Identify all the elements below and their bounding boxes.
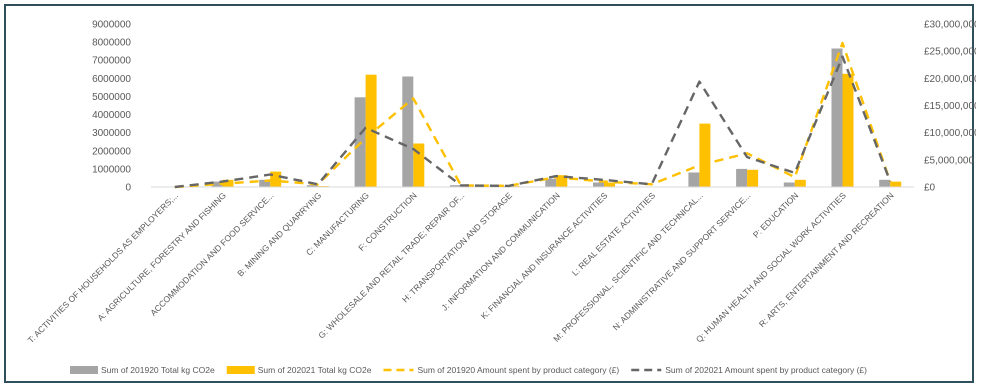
bar <box>593 182 604 187</box>
x-category-label: L: REAL ESTATE ACTIVITIES <box>570 190 658 278</box>
legend-label: Sum of 202021 Amount spent by product ca… <box>665 365 867 375</box>
bar <box>259 179 271 187</box>
bar <box>604 182 615 187</box>
legend-swatch <box>226 366 255 374</box>
legend-label: Sum of 202021 Total kg CO2e <box>258 365 372 375</box>
y-right-tick-label: £15,000,000 <box>924 101 976 112</box>
y-right-tick-label: £5,000,000 <box>924 155 974 166</box>
y-right-tick-label: £30,000,000 <box>924 20 976 31</box>
legend-swatch <box>70 366 98 374</box>
y-left-tick-label: 1000000 <box>92 164 131 175</box>
y-left-tick-label: 2000000 <box>92 146 131 157</box>
y-right-tick-label: £0 <box>924 183 936 194</box>
legend-label: Sum of 201920 Total kg CO2e <box>101 365 215 375</box>
y-right-tick-label: £25,000,000 <box>924 47 976 58</box>
x-category-label: B: MINING AND QUARRYING <box>235 190 323 278</box>
chart-frame: 0 1000000 2000000 3000000 4000000 5000000 6000… <box>4 4 976 383</box>
bar <box>402 76 414 187</box>
bar <box>879 179 891 187</box>
x-category-label: P: EDUCATION <box>751 190 800 239</box>
y-left-tick-label: 7000000 <box>92 56 131 67</box>
bar <box>688 172 700 187</box>
y-left-tick-label: 6000000 <box>92 74 131 85</box>
bar <box>556 175 568 187</box>
y-left-tick-label: 3000000 <box>92 128 131 139</box>
y-left-tick-label: 8000000 <box>92 38 131 49</box>
bar <box>736 168 748 187</box>
bar <box>890 181 902 187</box>
series-line <box>174 55 892 189</box>
y-left-tick-label: 5000000 <box>92 92 131 103</box>
bar <box>783 182 795 187</box>
bar <box>306 185 318 187</box>
bar <box>270 171 282 187</box>
y-right-tick-label: £10,000,000 <box>924 128 976 139</box>
bar <box>842 73 854 187</box>
bar <box>831 48 843 187</box>
bar <box>545 178 557 187</box>
bar <box>211 181 223 187</box>
bar <box>699 123 711 187</box>
y-left-tick-label: 9000000 <box>92 20 131 31</box>
bar <box>450 185 461 187</box>
y-right-tick-label: £20,000,000 <box>924 74 976 85</box>
bar <box>413 143 425 187</box>
y-left-tick-label: 4000000 <box>92 110 131 121</box>
y-left-tick-label: 0 <box>125 183 131 194</box>
combo-chart: 0 1000000 2000000 3000000 4000000 5000000 6000… <box>26 20 976 376</box>
legend-label: Sum of 201920 Amount spent by product ca… <box>417 365 619 375</box>
bar <box>794 179 806 187</box>
bar <box>747 169 759 187</box>
series-line <box>174 41 892 189</box>
